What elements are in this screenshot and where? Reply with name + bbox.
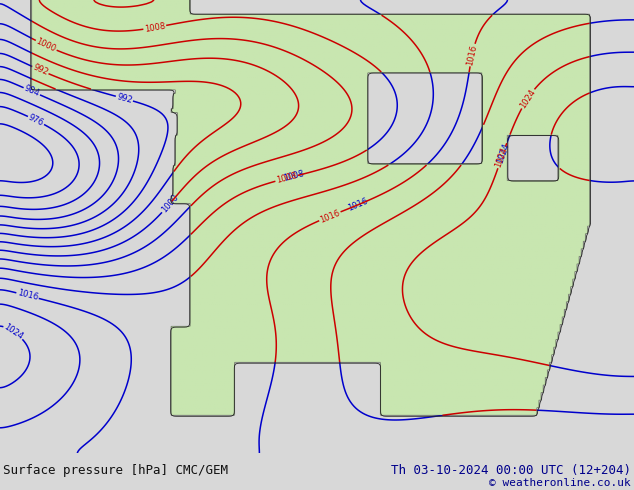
Text: Th 03-10-2024 00:00 UTC (12+204): Th 03-10-2024 00:00 UTC (12+204) bbox=[391, 464, 631, 477]
Text: 992: 992 bbox=[31, 63, 49, 77]
Text: 1016: 1016 bbox=[16, 289, 39, 302]
Text: 992: 992 bbox=[115, 92, 133, 105]
Text: 1008: 1008 bbox=[283, 170, 306, 183]
Text: 1000: 1000 bbox=[35, 37, 58, 54]
Text: 1016: 1016 bbox=[465, 44, 479, 66]
Text: © weatheronline.co.uk: © weatheronline.co.uk bbox=[489, 478, 631, 488]
Text: 1024: 1024 bbox=[3, 322, 25, 342]
Text: 1008: 1008 bbox=[144, 21, 166, 34]
Text: 1016: 1016 bbox=[318, 208, 341, 224]
Text: 1008: 1008 bbox=[275, 171, 298, 185]
Text: 984: 984 bbox=[23, 84, 41, 98]
Text: 1000: 1000 bbox=[159, 193, 180, 215]
Text: Surface pressure [hPa] CMC/GEM: Surface pressure [hPa] CMC/GEM bbox=[3, 464, 228, 477]
Text: 1024: 1024 bbox=[495, 142, 511, 165]
Text: 1016: 1016 bbox=[347, 196, 370, 213]
Text: 1024: 1024 bbox=[518, 87, 537, 110]
Text: 1024: 1024 bbox=[494, 146, 510, 169]
Text: 976: 976 bbox=[27, 113, 45, 128]
